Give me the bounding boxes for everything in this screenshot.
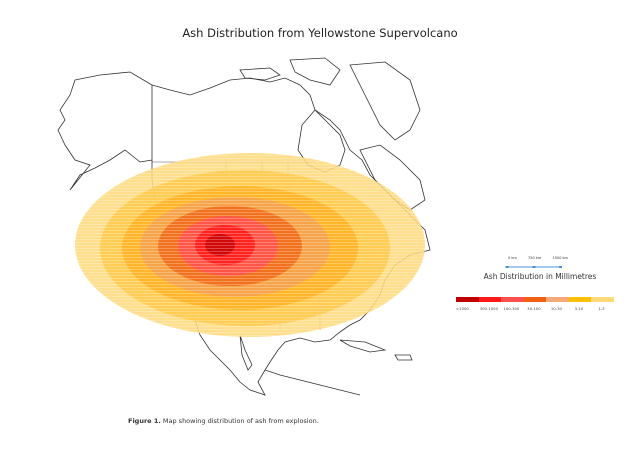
figure-caption: Figure 1. Map showing distribution of as… <box>128 417 319 425</box>
legend-color-bar <box>456 297 615 302</box>
legend-swatch <box>523 297 547 302</box>
scale-bar <box>505 266 562 268</box>
north-america-map <box>57 57 431 396</box>
legend-swatch <box>568 297 592 302</box>
legend-label: >1000 <box>456 306 469 311</box>
scale-bar-labels: 0 km 750 km 1500 km <box>508 256 568 260</box>
legend-label: 3-10 <box>574 306 584 311</box>
legend-title: Ash Distribution in Millimetres <box>483 272 597 281</box>
scale-label: 1500 km <box>552 256 568 260</box>
legend-label: 30-100 <box>527 306 541 311</box>
legend-label: 10-30 <box>550 306 562 311</box>
legend-label: 100-300 <box>503 306 520 311</box>
ash-distribution-layer <box>75 153 425 337</box>
figure-number: Figure 1. <box>128 417 161 425</box>
scale-label: 750 km <box>528 256 542 260</box>
map-title: Ash Distribution from Yellowstone Superv… <box>182 26 458 40</box>
legend-swatch <box>591 297 615 302</box>
legend-swatch <box>501 297 524 302</box>
caption-text: Map showing distribution of ash from exp… <box>160 417 319 425</box>
legend-label: 1-3 <box>598 306 605 311</box>
legend-swatch <box>456 297 479 302</box>
legend-label: 300-1000 <box>479 306 498 311</box>
legend-swatch <box>478 297 502 302</box>
legend-labels: >1000 300-1000 100-300 30-100 10-30 3-10… <box>456 306 622 311</box>
scale-label: 0 km <box>508 256 517 260</box>
legend-swatch <box>546 297 569 302</box>
